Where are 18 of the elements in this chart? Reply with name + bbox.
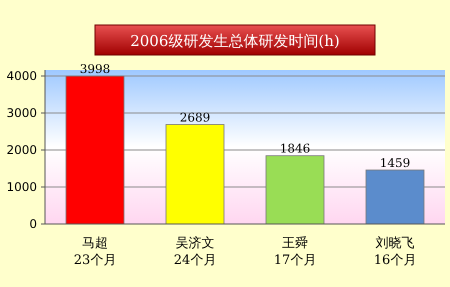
bar [366,170,424,224]
bar [66,76,124,224]
y-tick-label: 2000 [6,143,37,157]
chart-title: 2006级研发生总体研发时间(h) [130,32,340,50]
x-tick-label: 马超 23个月 [74,236,116,268]
bar [166,124,224,224]
y-tick-label: 1000 [6,180,37,194]
x-tick-label: 王舜 17个月 [274,236,316,268]
data-label: 3998 [80,62,110,76]
data-label: 2689 [180,110,210,125]
x-tick-label: 吴济文 24个月 [174,236,216,268]
y-tick-label: 0 [29,217,37,231]
y-tick-label: 4000 [6,69,37,83]
bar [266,155,324,224]
x-tick-label: 刘晓飞 16个月 [374,236,416,268]
data-label: 1846 [280,142,310,156]
y-tick-label: 3000 [6,106,37,120]
data-label: 1459 [380,156,410,170]
